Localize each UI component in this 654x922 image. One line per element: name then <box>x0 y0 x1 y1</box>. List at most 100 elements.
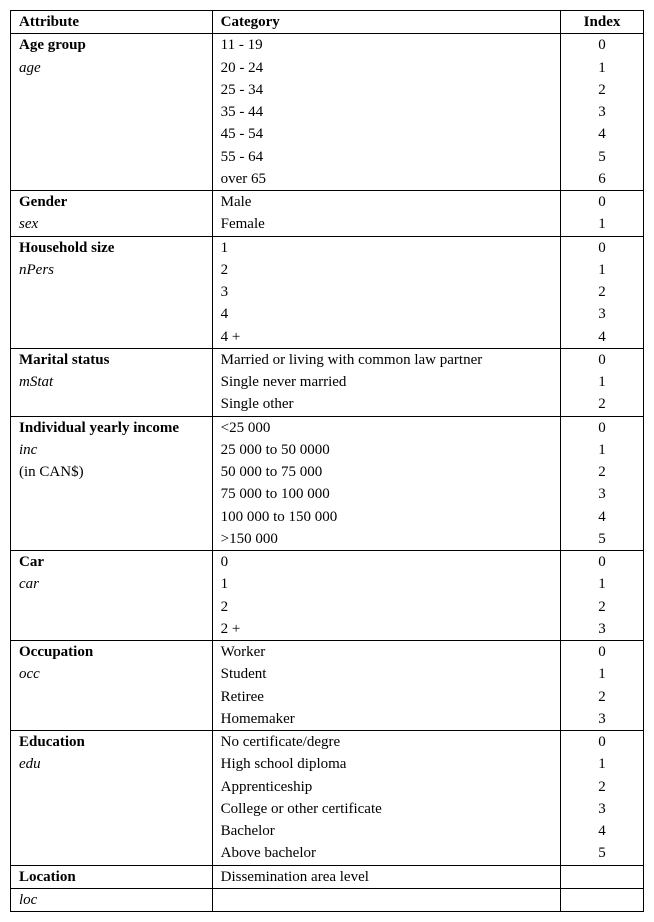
table-row: LocationDissemination area level <box>11 865 644 888</box>
attribute-table: Attribute Category Index Age group 11 - 1… <box>10 10 644 912</box>
attribute-var: loc <box>19 892 37 908</box>
category-cell: 0 <box>212 551 560 574</box>
attribute-cell: Car <box>11 551 213 574</box>
index-cell: 4 <box>561 506 644 528</box>
index-cell: 0 <box>561 236 644 259</box>
table-row: Car 00 <box>11 551 644 574</box>
category-cell: 100 000 to 150 000 <box>212 506 560 528</box>
index-cell: 2 <box>561 596 644 618</box>
attribute-cell: inc <box>11 439 213 461</box>
header-index: Index <box>561 11 644 34</box>
index-cell: 0 <box>561 191 644 214</box>
index-cell: 5 <box>561 528 644 551</box>
category-cell: College or other certificate <box>212 798 560 820</box>
attribute-title: Age group <box>19 37 86 53</box>
category-cell: 3 <box>212 281 560 303</box>
attribute-cell <box>11 483 213 505</box>
table-row: College or other certificate3 <box>11 798 644 820</box>
attribute-cell: occ <box>11 663 213 685</box>
category-cell: <25 000 <box>212 416 560 439</box>
category-cell: 1 <box>212 236 560 259</box>
index-cell: 1 <box>561 57 644 79</box>
attribute-cell: Education <box>11 731 213 754</box>
attribute-cell <box>11 101 213 123</box>
index-cell: 2 <box>561 461 644 483</box>
attribute-cell: Marital status <box>11 348 213 371</box>
category-cell: High school diploma <box>212 753 560 775</box>
index-cell: 1 <box>561 573 644 595</box>
attribute-cell: age <box>11 57 213 79</box>
table-row: car11 <box>11 573 644 595</box>
table-header-row: Attribute Category Index <box>11 11 644 34</box>
attribute-var: occ <box>19 666 40 682</box>
attribute-title: Marital status <box>19 352 109 368</box>
table-row: Bachelor4 <box>11 820 644 842</box>
table-row: 43 <box>11 303 644 325</box>
table-row: occ Student1 <box>11 663 644 685</box>
index-cell: 3 <box>561 708 644 731</box>
attribute-var: nPers <box>19 262 54 278</box>
table-row: Homemaker3 <box>11 708 644 731</box>
index-cell: 0 <box>561 551 644 574</box>
index-cell: 3 <box>561 303 644 325</box>
table-row: Retiree2 <box>11 686 644 708</box>
attribute-cell <box>11 123 213 145</box>
category-cell <box>212 888 560 911</box>
attribute-cell <box>11 281 213 303</box>
attribute-cell: Individual yearly income <box>11 416 213 439</box>
category-cell: Married or living with common law partne… <box>212 348 560 371</box>
index-cell: 2 <box>561 776 644 798</box>
table-row: 25 - 342 <box>11 79 644 101</box>
attribute-var: edu <box>19 756 41 772</box>
attribute-title: Car <box>19 554 44 570</box>
category-cell: Above bachelor <box>212 842 560 865</box>
category-cell: 50 000 to 75 000 <box>212 461 560 483</box>
table-row: eduHigh school diploma1 <box>11 753 644 775</box>
table-row: 75 000 to 100 0003 <box>11 483 644 505</box>
category-cell: Worker <box>212 641 560 664</box>
category-cell: 2 <box>212 259 560 281</box>
index-cell: 1 <box>561 663 644 685</box>
index-cell: 0 <box>561 731 644 754</box>
category-cell: 4 + <box>212 326 560 349</box>
attribute-cell: Occupation <box>11 641 213 664</box>
table-row: sexFemale1 <box>11 213 644 236</box>
index-cell: 3 <box>561 101 644 123</box>
table-row: over 656 <box>11 168 644 191</box>
table-row: inc25 000 to 50 00001 <box>11 439 644 461</box>
table-row: 55 - 645 <box>11 146 644 168</box>
index-cell: 1 <box>561 371 644 393</box>
index-cell: 4 <box>561 820 644 842</box>
index-cell: 5 <box>561 842 644 865</box>
category-cell: Dissemination area level <box>212 865 560 888</box>
index-cell: 0 <box>561 416 644 439</box>
category-cell: over 65 <box>212 168 560 191</box>
attribute-title: Gender <box>19 194 67 210</box>
table-row: Marital status Married or living with com… <box>11 348 644 371</box>
attribute-cell <box>11 686 213 708</box>
attribute-title: Occupation <box>19 644 93 660</box>
table-row: Above bachelor5 <box>11 842 644 865</box>
attribute-cell <box>11 708 213 731</box>
category-cell: Female <box>212 213 560 236</box>
attribute-cell: loc <box>11 888 213 911</box>
attribute-cell <box>11 79 213 101</box>
attribute-cell <box>11 596 213 618</box>
category-cell: 75 000 to 100 000 <box>212 483 560 505</box>
table-row: GenderMale0 <box>11 191 644 214</box>
index-cell: 6 <box>561 168 644 191</box>
category-cell: Student <box>212 663 560 685</box>
attribute-cell: (in CAN$) <box>11 461 213 483</box>
category-cell: Retiree <box>212 686 560 708</box>
attribute-title: Education <box>19 734 85 750</box>
category-cell: 11 - 19 <box>212 34 560 57</box>
table-row: age20 - 241 <box>11 57 644 79</box>
category-cell: >150 000 <box>212 528 560 551</box>
header-category: Category <box>212 11 560 34</box>
attribute-var: mStat <box>19 374 53 390</box>
index-cell: 2 <box>561 79 644 101</box>
attribute-cell <box>11 326 213 349</box>
attribute-note: (in CAN$) <box>19 464 84 480</box>
index-cell: 2 <box>561 393 644 416</box>
attribute-cell <box>11 820 213 842</box>
